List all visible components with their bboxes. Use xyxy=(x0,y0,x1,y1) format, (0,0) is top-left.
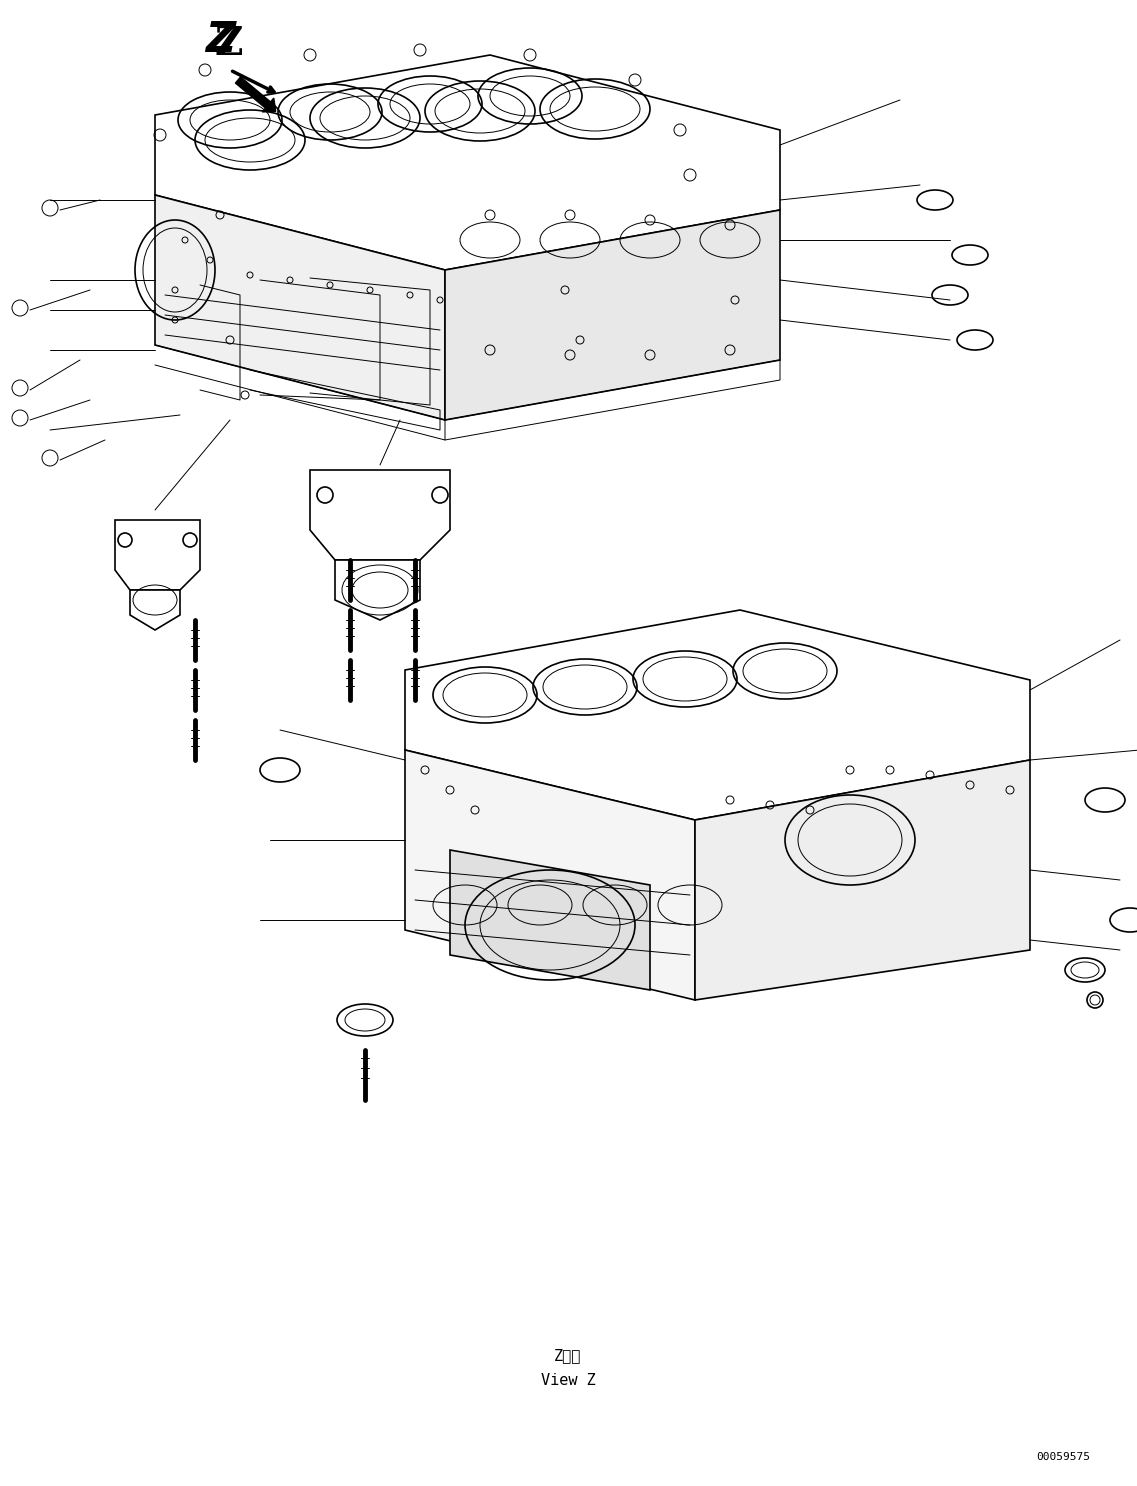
Polygon shape xyxy=(130,590,180,630)
Polygon shape xyxy=(695,759,1030,1000)
Polygon shape xyxy=(155,195,445,421)
Polygon shape xyxy=(310,470,450,560)
Polygon shape xyxy=(405,750,695,1000)
Text: 00059575: 00059575 xyxy=(1036,1452,1090,1462)
Polygon shape xyxy=(405,609,1030,820)
Polygon shape xyxy=(155,55,780,270)
Text: Z　視: Z 視 xyxy=(555,1348,582,1363)
Text: Z: Z xyxy=(205,19,235,61)
FancyArrow shape xyxy=(235,77,275,111)
Polygon shape xyxy=(445,210,780,421)
Polygon shape xyxy=(450,850,650,990)
Polygon shape xyxy=(335,560,420,620)
Text: Z: Z xyxy=(215,25,243,62)
Polygon shape xyxy=(115,520,200,590)
Text: View Z: View Z xyxy=(540,1373,596,1388)
